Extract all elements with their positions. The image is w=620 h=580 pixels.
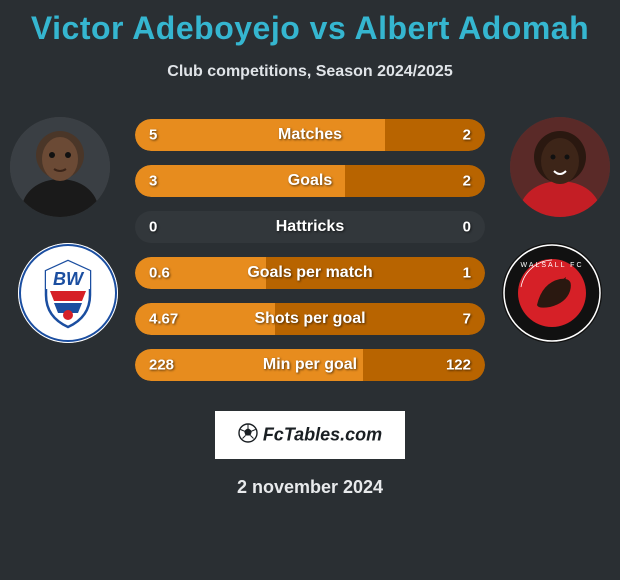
- stat-row: 32Goals: [135, 165, 485, 197]
- stat-row: 228122Min per goal: [135, 349, 485, 381]
- brand-box: FcTables.com: [215, 411, 405, 459]
- title-player1: Victor Adeboyejo: [31, 10, 300, 46]
- comparison-panel: BW WALSALL FC 52Matches 32Goals 00Hattrick…: [0, 117, 620, 397]
- player2-club-badge: WALSALL FC: [502, 243, 602, 343]
- svg-text:BW: BW: [53, 269, 85, 289]
- header: Victor Adeboyejo vs Albert Adomah Club c…: [0, 0, 620, 81]
- player1-avatar: [10, 117, 110, 217]
- avatar-icon: [10, 117, 110, 217]
- svg-text:WALSALL FC: WALSALL FC: [520, 262, 583, 269]
- club-badge-icon: BW: [18, 243, 118, 343]
- avatar-icon: [510, 117, 610, 217]
- club-badge-icon: WALSALL FC: [502, 243, 602, 343]
- stat-label: Min per goal: [135, 356, 485, 374]
- stat-label: Matches: [135, 126, 485, 144]
- player1-club-badge: BW: [18, 243, 118, 343]
- date-text: 2 november 2024: [0, 477, 620, 498]
- player2-avatar: [510, 117, 610, 217]
- stat-bars: 52Matches 32Goals 00Hattricks 0.61Goals per…: [135, 119, 485, 395]
- title-vs: vs: [310, 10, 347, 46]
- subtitle: Club competitions, Season 2024/2025: [0, 63, 620, 81]
- stat-row: 4.677Shots per goal: [135, 303, 485, 335]
- stat-label: Hattricks: [135, 218, 485, 236]
- brand-logo: FcTables.com: [238, 423, 382, 448]
- page-title: Victor Adeboyejo vs Albert Adomah: [0, 10, 620, 47]
- stat-label: Goals: [135, 172, 485, 190]
- stat-row: 0.61Goals per match: [135, 257, 485, 289]
- stat-row: 52Matches: [135, 119, 485, 151]
- title-player2: Albert Adomah: [354, 10, 589, 46]
- stat-label: Goals per match: [135, 264, 485, 282]
- ball-icon: [238, 423, 258, 448]
- stat-label: Shots per goal: [135, 310, 485, 328]
- brand-text: FcTables.com: [263, 424, 382, 444]
- stat-row: 00Hattricks: [135, 211, 485, 243]
